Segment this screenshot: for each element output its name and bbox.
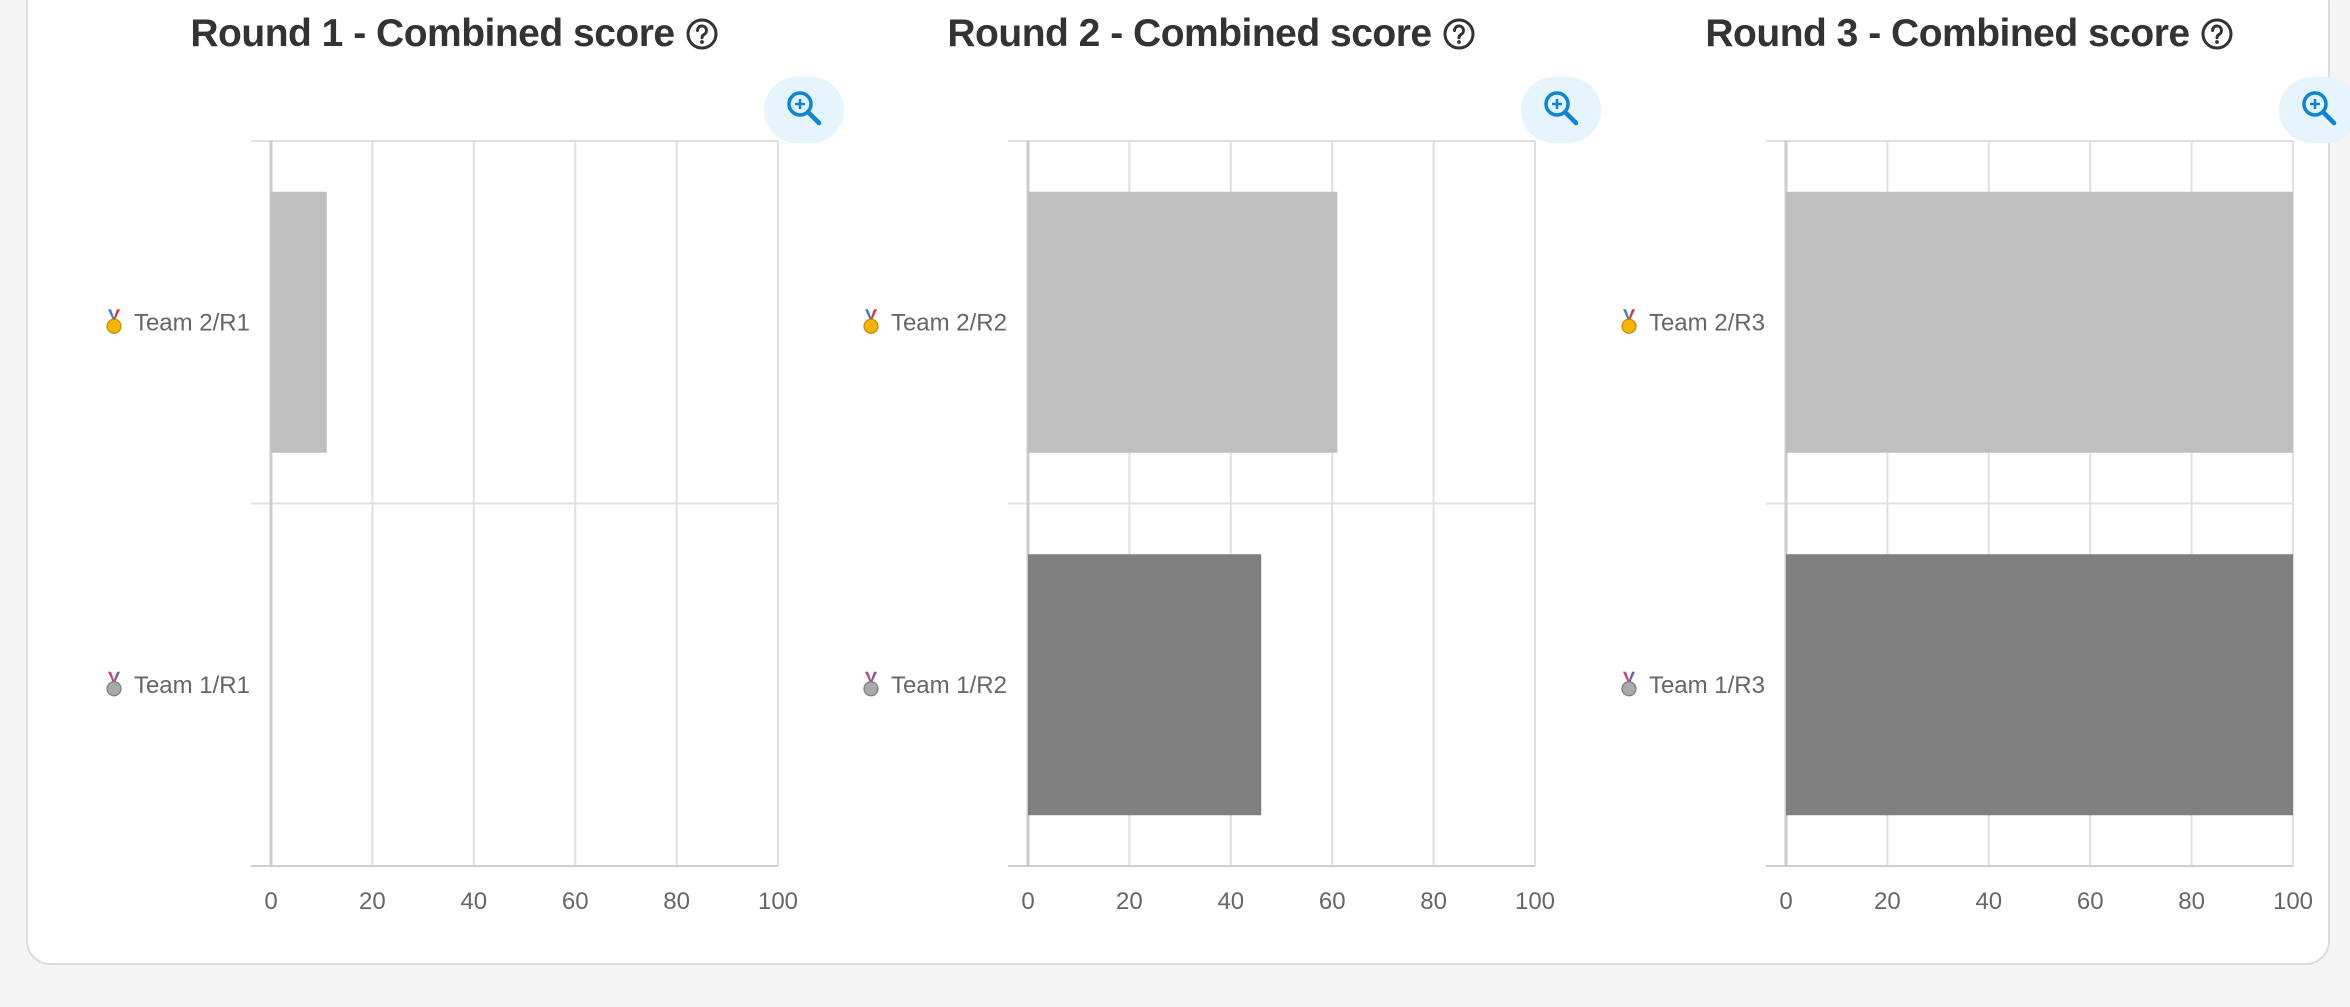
- category-label: Team 1/R3: [1649, 672, 1765, 699]
- x-tick-label: 100: [758, 888, 798, 915]
- help-circle-icon[interactable]: [2200, 17, 2234, 51]
- help-circle-icon[interactable]: [685, 17, 719, 51]
- x-tick-label: 40: [460, 888, 487, 915]
- silver-medal-icon: [863, 671, 879, 697]
- zoom-in-icon: [1541, 88, 1581, 133]
- x-tick-label: 80: [1420, 888, 1447, 915]
- bar: [1786, 191, 2293, 453]
- help-circle-icon[interactable]: [1442, 17, 1476, 51]
- bar-chart: Team 2/R2 Team 1/R2 0 20 40 60 80 100: [863, 140, 1555, 915]
- chart-title: Round 2 - Combined score: [833, 12, 1590, 56]
- category-label: Team 1/R1: [134, 672, 250, 699]
- x-tick-label: 60: [1319, 888, 1346, 915]
- chart-title-text: Round 2 - Combined score: [947, 12, 1432, 55]
- chart-title-text: Round 3 - Combined score: [1705, 12, 2190, 55]
- x-tick-label: 0: [1021, 888, 1034, 915]
- chart-panel-round-2: Round 2 - Combined score Team 2/R2 Team 1…: [833, 0, 1601, 942]
- zoom-in-button[interactable]: [2279, 77, 2350, 143]
- x-tick-label: 0: [1779, 888, 1792, 915]
- category-label: Team 2/R1: [134, 309, 250, 336]
- chart-panel-round-1: Round 1 - Combined score Team 2/R1 Team 1…: [76, 0, 844, 942]
- x-tick-label: 20: [359, 888, 386, 915]
- zoom-in-button[interactable]: [1521, 77, 1601, 143]
- gold-medal-icon: [1621, 309, 1637, 334]
- chart-title: Round 3 - Combined score: [1591, 12, 2348, 56]
- zoom-in-button[interactable]: [764, 77, 844, 143]
- silver-medal-icon: [1621, 671, 1637, 697]
- bar: [271, 191, 327, 453]
- gold-medal-icon: [863, 309, 879, 334]
- bar: [1028, 191, 1338, 453]
- x-tick-label: 100: [1515, 888, 1555, 915]
- chart-panel-round-3: Round 3 - Combined score Team 2/R3 Team 1…: [1591, 0, 2350, 942]
- gold-medal-icon: [106, 309, 122, 334]
- chart-title: Round 1 - Combined score: [76, 12, 833, 56]
- x-tick-label: 80: [2178, 888, 2205, 915]
- silver-medal-icon: [106, 671, 122, 697]
- bar-chart: Team 2/R1 Team 1/R1 0 20 40 60 80 100: [106, 140, 798, 915]
- category-label: Team 2/R2: [891, 309, 1007, 336]
- charts-card: Round 1 - Combined score Team 2/R1 Team 1…: [26, 0, 2350, 965]
- x-tick-label: 40: [1975, 888, 2002, 915]
- x-tick-label: 0: [264, 888, 277, 915]
- x-tick-label: 60: [562, 888, 589, 915]
- chart-title-text: Round 1 - Combined score: [190, 12, 675, 55]
- category-label: Team 2/R3: [1649, 309, 1765, 336]
- zoom-in-icon: [2299, 88, 2339, 133]
- x-tick-label: 20: [1874, 888, 1901, 915]
- x-tick-label: 100: [2273, 888, 2313, 915]
- x-tick-label: 80: [663, 888, 690, 915]
- bar: [1028, 554, 1262, 816]
- bar: [1786, 554, 2293, 816]
- x-tick-label: 60: [2077, 888, 2104, 915]
- category-label: Team 1/R2: [891, 672, 1007, 699]
- zoom-in-icon: [784, 88, 824, 133]
- x-tick-label: 40: [1217, 888, 1244, 915]
- bar-chart: Team 2/R3 Team 1/R3 0 20 40 60 80 100: [1621, 140, 2313, 915]
- x-tick-label: 20: [1116, 888, 1143, 915]
